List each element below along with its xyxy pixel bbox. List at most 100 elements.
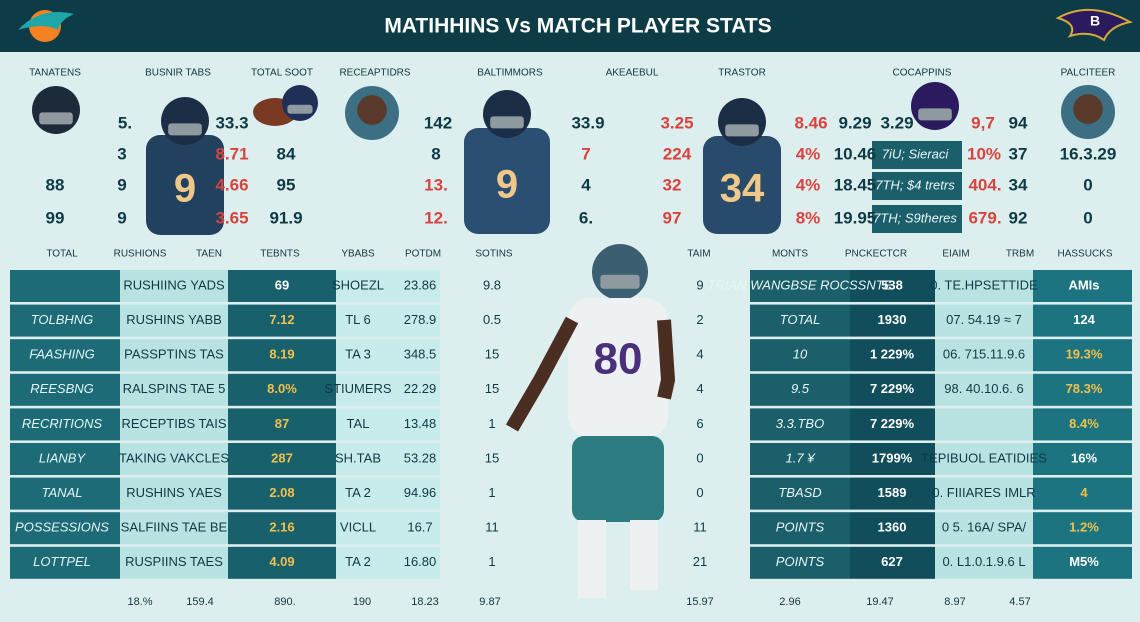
table-text: 1.2% xyxy=(1069,520,1099,535)
table-cell xyxy=(10,373,120,406)
table-text: 1 229% xyxy=(870,347,915,362)
table-text: RECEPTIBS TAIS xyxy=(122,416,227,431)
top-stat: 16.3.29 xyxy=(1060,144,1117,163)
facemask xyxy=(39,112,73,125)
table-text: TOTAL xyxy=(780,312,821,327)
table-cell xyxy=(750,270,850,302)
table-text: POINTS xyxy=(776,554,825,569)
stat-box xyxy=(872,205,962,233)
table-cell xyxy=(336,408,440,441)
table-text: TA 2 xyxy=(345,485,371,500)
table-text: PASSPTINS TAS xyxy=(124,347,224,362)
table-text: 07. 54.19 ≈ 7 xyxy=(946,312,1022,327)
top-stat: 3.25 xyxy=(660,113,693,132)
table-cell xyxy=(10,443,120,475)
footer-stat: 159.4 xyxy=(186,596,214,608)
table-cell xyxy=(750,546,850,579)
table-text: 11 xyxy=(485,520,499,535)
table-cell xyxy=(935,443,1033,475)
facemask xyxy=(918,108,952,121)
top-stat: 12. xyxy=(424,208,448,227)
column-header: TOTAL SOOT xyxy=(251,68,313,79)
helmet xyxy=(483,90,531,138)
table-cell xyxy=(336,512,440,545)
stat-box xyxy=(872,141,962,169)
table-cell xyxy=(120,408,228,441)
table-cell xyxy=(750,339,850,372)
table-cell xyxy=(120,270,228,302)
content: TANATENS BUSNIR TABS TOTAL SOOT RECEAPTIDRS… xyxy=(10,68,1132,608)
table-cell xyxy=(1033,546,1132,579)
top-stat: 33.3 xyxy=(215,113,248,132)
column-header: HASSUCKS xyxy=(1057,249,1112,260)
table-text: 9.8 xyxy=(483,277,501,292)
footer-stat: 9.87 xyxy=(479,596,500,608)
table-text: TBASD xyxy=(778,485,821,500)
top-stat: 0 xyxy=(1083,175,1092,194)
table-text: 1.7 ¥ xyxy=(786,450,817,465)
top-stat: 9 xyxy=(117,175,126,194)
table-text: TEPIBUOL EATIDIES xyxy=(921,450,1047,465)
table-cell xyxy=(750,512,850,545)
table-text: FAASHING xyxy=(29,347,95,362)
footer-stat: 15.97 xyxy=(686,596,714,608)
table-text: 22.29 xyxy=(404,381,437,396)
table-text: 53.28 xyxy=(404,450,437,465)
table-text: STIUMERS xyxy=(324,381,392,396)
top-stat: 4.66 xyxy=(215,175,248,194)
table-text: 8.19 xyxy=(269,347,294,362)
table-text: 78.3% xyxy=(1066,381,1103,396)
table-cell xyxy=(935,373,1033,406)
header-bar xyxy=(0,0,1140,52)
helmet xyxy=(718,98,766,146)
top-stat: 13. xyxy=(424,175,448,194)
top-stat: 142 xyxy=(424,113,452,132)
column-header: SOTINS xyxy=(475,249,513,260)
table-text: 06. 715.11.9.6 xyxy=(943,347,1025,362)
table-text: 4.09 xyxy=(269,554,294,569)
table-cell xyxy=(750,477,850,510)
table-cell xyxy=(228,477,336,510)
right-logo: B xyxy=(1055,8,1133,42)
table-cell xyxy=(935,339,1033,372)
column-header: RUSHIONS xyxy=(114,249,167,260)
column-header: COCAPPINS xyxy=(893,68,952,79)
jersey-number: 9 xyxy=(174,167,196,211)
facemask xyxy=(725,124,759,137)
table-cell xyxy=(10,546,120,579)
top-stat: 32 xyxy=(663,175,682,194)
top-stat: 92 xyxy=(1009,208,1028,227)
table-cell xyxy=(10,304,120,337)
table-text: 11 xyxy=(693,520,707,535)
table-cell xyxy=(336,546,440,579)
footer-stat: 890. xyxy=(274,596,295,608)
table-text: TAL xyxy=(347,416,370,431)
table-cell xyxy=(1033,270,1132,302)
table-text: LIANBY xyxy=(39,450,87,465)
table-text: TL 6 xyxy=(345,312,371,327)
column-header: TRBM xyxy=(1006,249,1034,260)
jersey-number: 9 xyxy=(496,163,518,207)
box-label: 7iU; Sieraci xyxy=(882,146,950,161)
top-stat: 0 xyxy=(1083,208,1092,227)
table-cell xyxy=(336,270,440,302)
facemask xyxy=(168,123,202,136)
table-cell xyxy=(1033,304,1132,337)
column-header: TRASTOR xyxy=(718,68,766,79)
top-stat: 6. xyxy=(579,208,593,227)
table-text: 7 229% xyxy=(870,381,915,396)
footer-stat: 4.57 xyxy=(1009,596,1030,608)
table-cell xyxy=(850,339,935,372)
table-text: 0. L1.0.1.9.6 L xyxy=(942,554,1025,569)
jersey xyxy=(146,135,224,235)
footer-stat: 18.23 xyxy=(411,596,439,608)
table-text: 0. TE.HPSETTIDE xyxy=(930,277,1038,292)
table-text: 1930 xyxy=(878,312,907,327)
table-cell xyxy=(850,270,935,302)
table-cell xyxy=(228,270,336,302)
table-text: 538 xyxy=(881,277,903,292)
table-cell xyxy=(850,443,935,475)
top-stat: 5. xyxy=(118,113,132,132)
arm xyxy=(505,316,579,432)
